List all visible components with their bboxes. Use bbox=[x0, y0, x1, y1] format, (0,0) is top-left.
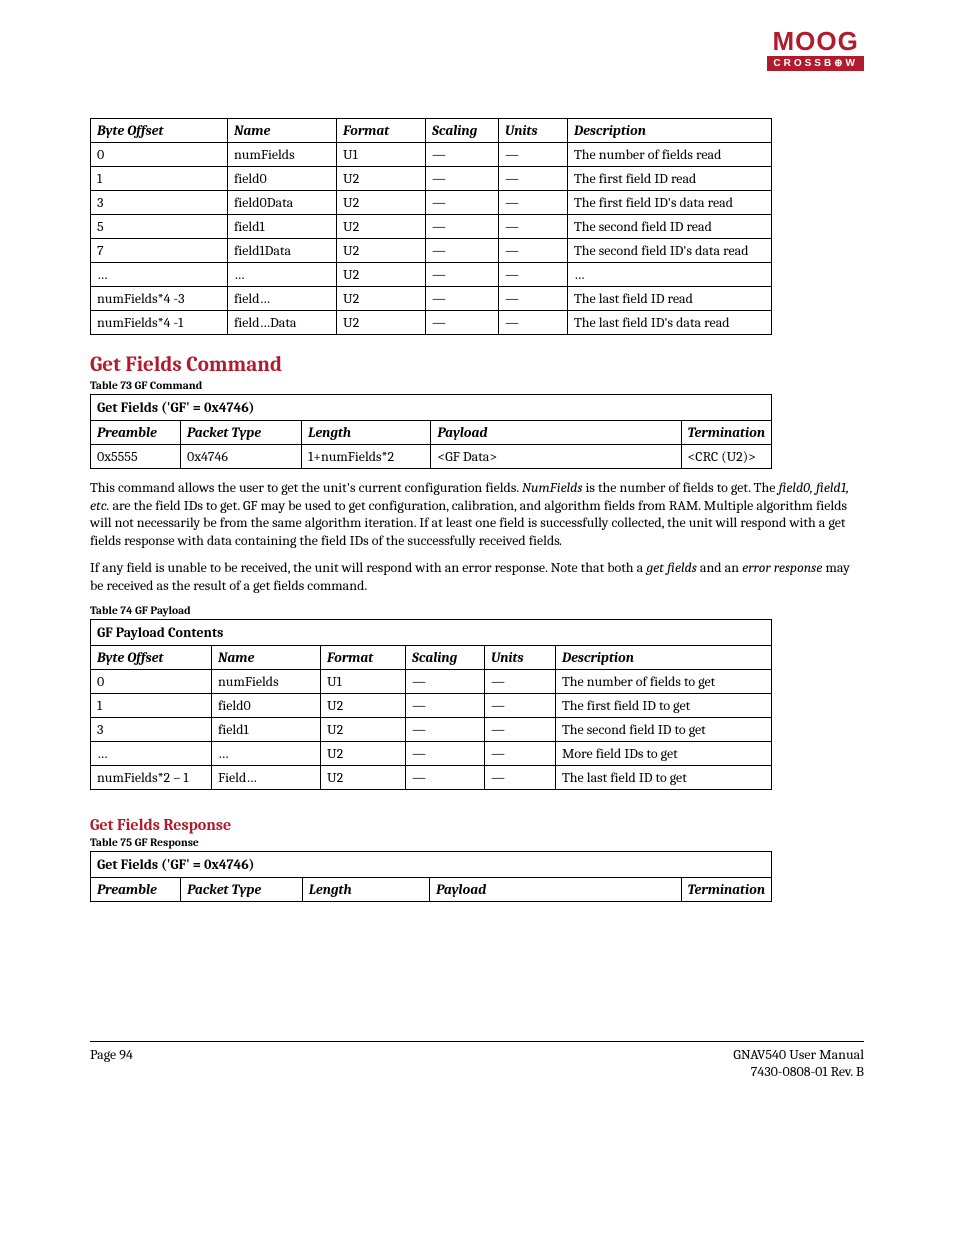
col-header: Termination bbox=[681, 878, 771, 902]
table-row: Preamble Packet Type Length Payload Term… bbox=[91, 878, 772, 902]
col-header: Byte Offset bbox=[91, 646, 212, 670]
table-row: Preamble Packet Type Length Payload Term… bbox=[91, 421, 772, 445]
col-header: Preamble bbox=[91, 878, 181, 902]
table-title: GF Payload Contents bbox=[91, 620, 772, 646]
paragraph: If any field is unable to be received, t… bbox=[90, 559, 865, 594]
table-row: numFields*4 -3field…U2——The last field I… bbox=[91, 287, 772, 311]
col-header: Length bbox=[302, 421, 431, 445]
paragraph: This command allows the user to get the … bbox=[90, 479, 865, 549]
table-row: ……U2——More field IDs to get bbox=[91, 742, 772, 766]
col-header: Name bbox=[228, 119, 337, 143]
col-header: Description bbox=[568, 119, 772, 143]
table-row: Byte Offset Name Format Scaling Units De… bbox=[91, 646, 772, 670]
col-header: Name bbox=[212, 646, 321, 670]
table-row: 0numFieldsU1——The number of fields to ge… bbox=[91, 670, 772, 694]
logo-moog-text: MOOG bbox=[767, 28, 864, 54]
table-row: 5field1U2——The second field ID read bbox=[91, 215, 772, 239]
content: Byte Offset Name Format Scaling Units De… bbox=[90, 118, 864, 902]
table-row: 1field0U2——The first field ID read bbox=[91, 167, 772, 191]
col-header: Length bbox=[302, 878, 429, 902]
col-header: Payload bbox=[431, 421, 681, 445]
page-number: Page 94 bbox=[90, 1046, 133, 1080]
section-heading: Get Fields Command bbox=[90, 353, 864, 377]
col-header: Units bbox=[485, 646, 556, 670]
manual-title: GNAV540 User Manual bbox=[733, 1046, 864, 1063]
table-row: 7field1DataU2——The second field ID's dat… bbox=[91, 239, 772, 263]
col-header: Payload bbox=[430, 878, 681, 902]
table-row: 3field1U2——The second field ID to get bbox=[91, 718, 772, 742]
col-header: Description bbox=[556, 646, 772, 670]
footer: Page 94 GNAV540 User Manual 7430-0808-01… bbox=[90, 1041, 864, 1080]
table-row: ……U2——… bbox=[91, 263, 772, 287]
table-row: 3field0DataU2——The first field ID's data… bbox=[91, 191, 772, 215]
col-header: Scaling bbox=[426, 119, 499, 143]
table-row: Get Fields ('GF' = 0x4746) bbox=[91, 395, 772, 421]
col-header: Termination bbox=[681, 421, 771, 445]
col-header: Packet Type bbox=[181, 421, 302, 445]
page: MOOG CROSSB⊕W Byte Offset Name Format Sc… bbox=[0, 0, 954, 1235]
table-row: Byte Offset Name Format Scaling Units De… bbox=[91, 119, 772, 143]
table-row: 0x5555 0x4746 1+numFields*2 <GF Data> <C… bbox=[91, 445, 772, 469]
table-row: Get Fields ('GF' = 0x4746) bbox=[91, 852, 772, 878]
subsection-heading: Get Fields Response bbox=[90, 816, 864, 834]
footer-right: GNAV540 User Manual 7430-0808-01 Rev. B bbox=[733, 1046, 864, 1080]
table-caption: Table 73 GF Command bbox=[90, 379, 864, 392]
table-title: Get Fields ('GF' = 0x4746) bbox=[91, 395, 772, 421]
table-row: 0numFieldsU1——The number of fields read bbox=[91, 143, 772, 167]
logo-crossbow-text: CROSSB⊕W bbox=[767, 56, 864, 71]
table-row: numFields*2 – 1Field…U2——The last field … bbox=[91, 766, 772, 790]
table-gf-response: Get Fields ('GF' = 0x4746) Preamble Pack… bbox=[90, 851, 772, 902]
col-header: Format bbox=[337, 119, 426, 143]
table-sf-response-payload: Byte Offset Name Format Scaling Units De… bbox=[90, 118, 772, 335]
logo: MOOG CROSSB⊕W bbox=[767, 28, 864, 71]
table-gf-command: Get Fields ('GF' = 0x4746) Preamble Pack… bbox=[90, 394, 772, 469]
col-header: Units bbox=[499, 119, 568, 143]
table-row: GF Payload Contents bbox=[91, 620, 772, 646]
col-header: Packet Type bbox=[181, 878, 303, 902]
table-row: 1field0U2——The first field ID to get bbox=[91, 694, 772, 718]
table-title: Get Fields ('GF' = 0x4746) bbox=[91, 852, 772, 878]
doc-number: 7430-0808-01 Rev. B bbox=[733, 1063, 864, 1080]
col-header: Preamble bbox=[91, 421, 181, 445]
col-header: Byte Offset bbox=[91, 119, 228, 143]
table-gf-payload: GF Payload Contents Byte Offset Name For… bbox=[90, 619, 772, 790]
table-caption: Table 74 GF Payload bbox=[90, 604, 864, 617]
table-row: numFields*4 -1field…DataU2——The last fie… bbox=[91, 311, 772, 335]
table-caption: Table 75 GF Response bbox=[90, 836, 864, 849]
col-header: Format bbox=[321, 646, 406, 670]
col-header: Scaling bbox=[406, 646, 485, 670]
